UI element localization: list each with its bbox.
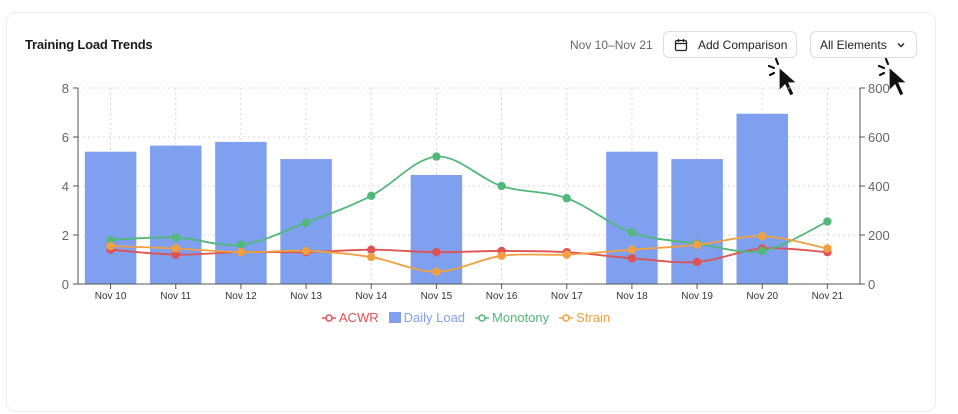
legend-item-acwr[interactable]: ACWR: [321, 310, 379, 325]
legend-item-daily-load[interactable]: Daily Load: [388, 310, 466, 325]
point-monotony: [497, 181, 506, 191]
y-tick-label-right: 600: [868, 130, 890, 145]
bar-daily-load: [410, 174, 463, 284]
chart-legend: ACWR Daily Load Monotony Strain: [0, 310, 932, 325]
x-tick-label: Nov 12: [225, 291, 257, 302]
y-tick-label-left: 0: [62, 277, 69, 292]
pointer-click-icon: [767, 57, 799, 97]
point-monotony: [562, 194, 571, 203]
point-strain: [758, 232, 767, 241]
calendar-icon: [674, 38, 688, 51]
point-monotony: [301, 218, 311, 227]
point-strain: [432, 267, 441, 276]
legend-label: ACWR: [338, 310, 379, 325]
x-tick-label: Nov 15: [421, 291, 453, 302]
legend-item-strain[interactable]: Strain: [559, 310, 610, 325]
legend-bar-icon: [388, 312, 401, 323]
add-comparison-button[interactable]: Add Comparison: [663, 31, 797, 58]
bar-daily-load: [606, 151, 658, 284]
legend-label: Monotony: [492, 310, 550, 325]
pointer-click-icon: [877, 57, 909, 97]
point-monotony: [758, 246, 767, 256]
y-tick-label-right: 400: [868, 179, 890, 194]
legend-item-monotony[interactable]: Monotony: [475, 310, 549, 325]
point-acwr: [432, 247, 441, 257]
point-acwr: [627, 254, 637, 263]
point-monotony: [106, 235, 115, 245]
legend-line-icon: [475, 313, 490, 322]
y-tick-label-left: 8: [62, 81, 69, 96]
legend-line-icon: [321, 313, 336, 322]
bar-daily-load: [215, 141, 267, 284]
y-tick-label-left: 2: [62, 228, 69, 243]
x-tick-label: Nov 10: [95, 291, 127, 302]
point-strain: [823, 244, 832, 253]
point-strain: [367, 252, 376, 262]
point-strain: [692, 240, 702, 249]
x-tick-label: Nov 21: [812, 291, 844, 302]
point-monotony: [432, 152, 441, 161]
y-tick-label-right: 0: [868, 277, 875, 292]
x-tick-label: Nov 14: [355, 291, 387, 302]
x-tick-label: Nov 11: [160, 291, 191, 302]
date-range[interactable]: Nov 10–Nov 21: [570, 38, 653, 52]
legend-line-icon: [559, 313, 574, 322]
point-strain: [171, 244, 180, 253]
point-acwr: [171, 250, 180, 259]
point-monotony: [236, 240, 246, 249]
line-strain: [110, 235, 828, 273]
point-strain: [497, 251, 506, 261]
point-strain: [301, 246, 311, 256]
legend-label: Daily Load: [403, 310, 466, 325]
bar-daily-load: [736, 113, 788, 284]
x-tick-label: Nov 20: [746, 291, 778, 302]
chevron-down-icon: [897, 42, 905, 47]
x-tick-label: Nov 18: [616, 291, 648, 302]
chart-title: Training Load Trends: [25, 37, 153, 52]
legend-label: Strain: [576, 310, 611, 325]
x-tick-label: Nov 13: [290, 291, 322, 302]
point-acwr: [692, 257, 702, 267]
x-tick-label: Nov 19: [681, 291, 713, 302]
point-strain: [627, 245, 637, 254]
point-monotony: [367, 191, 376, 200]
y-tick-label-right: 800: [868, 81, 890, 96]
bar-daily-load: [150, 145, 202, 284]
elements-filter-label: All Elements: [820, 37, 887, 52]
point-strain: [236, 247, 246, 257]
y-tick-label-right: 200: [868, 228, 890, 243]
point-monotony: [823, 217, 832, 226]
point-monotony: [171, 233, 180, 242]
add-comparison-label: Add Comparison: [698, 37, 788, 52]
elements-filter-dropdown[interactable]: All Elements: [810, 31, 917, 58]
point-strain: [106, 241, 115, 251]
x-tick-label: Nov 17: [551, 291, 583, 302]
point-monotony: [627, 228, 637, 237]
y-tick-label-left: 6: [62, 130, 69, 145]
point-strain: [562, 250, 571, 259]
bar-daily-load: [84, 151, 137, 284]
x-tick-label: Nov 16: [486, 291, 518, 302]
point-acwr: [367, 245, 376, 254]
y-tick-label-left: 4: [62, 179, 69, 194]
